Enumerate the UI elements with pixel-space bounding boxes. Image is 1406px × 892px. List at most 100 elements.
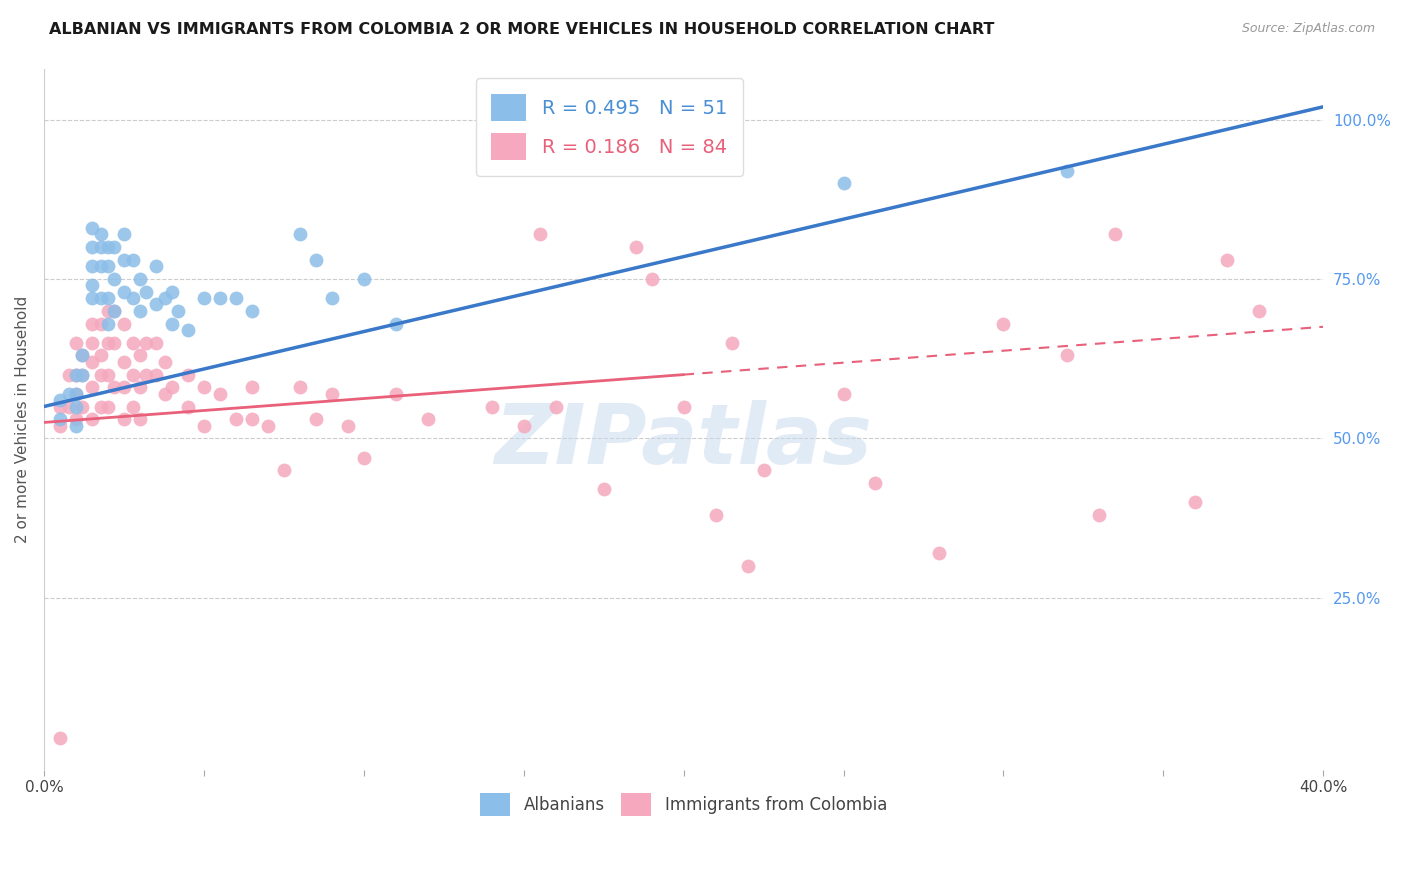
Point [80,412,103,426]
Point [177,323,200,337]
Point [240,380,263,394]
Point [544,400,567,414]
Point [1249,303,1271,318]
Point [288,227,311,242]
Point [155,355,177,369]
Point [112,227,135,242]
Point [1216,252,1239,267]
Point [90,317,112,331]
Point [112,252,135,267]
Point [1088,508,1111,522]
Point [49,400,72,414]
Point [65,368,87,382]
Point [193,380,215,394]
Point [112,317,135,331]
Point [160,317,183,331]
Point [97,291,120,305]
Point [592,483,614,497]
Point [128,380,150,394]
Point [321,386,343,401]
Point [65,386,87,401]
Point [103,303,125,318]
Text: Source: ZipAtlas.com: Source: ZipAtlas.com [1241,22,1375,36]
Point [97,240,120,254]
Point [1056,349,1078,363]
Y-axis label: 2 or more Vehicles in Household: 2 or more Vehicles in Household [15,295,30,543]
Point [122,400,145,414]
Point [145,297,167,311]
Point [256,418,278,433]
Point [58,400,80,414]
Point [49,393,72,408]
Point [90,291,112,305]
Text: ALBANIAN VS IMMIGRANTS FROM COLOMBIA 2 OR MORE VEHICLES IN HOUSEHOLD CORRELATION: ALBANIAN VS IMMIGRANTS FROM COLOMBIA 2 O… [49,22,994,37]
Point [672,400,695,414]
Point [193,291,215,305]
Point [58,386,80,401]
Point [112,412,135,426]
Point [65,368,87,382]
Point [288,380,311,394]
Point [80,240,103,254]
Point [752,463,775,477]
Point [90,227,112,242]
Point [1184,495,1206,509]
Text: ZIPatlas: ZIPatlas [495,400,873,481]
Point [145,368,167,382]
Point [832,177,855,191]
Point [155,291,177,305]
Point [90,259,112,273]
Point [640,272,662,286]
Point [80,221,103,235]
Point [720,335,742,350]
Point [103,380,125,394]
Point [336,418,359,433]
Point [321,291,343,305]
Point [65,335,87,350]
Point [208,291,231,305]
Point [58,368,80,382]
Point [305,252,328,267]
Point [240,303,263,318]
Point [122,368,145,382]
Point [97,317,120,331]
Point [135,335,157,350]
Point [225,291,247,305]
Point [160,285,183,299]
Point [225,412,247,426]
Point [529,227,551,242]
Point [80,335,103,350]
Point [128,349,150,363]
Point [416,412,439,426]
Point [353,450,375,465]
Point [49,418,72,433]
Point [97,303,120,318]
Point [993,317,1015,331]
Point [65,386,87,401]
Point [103,303,125,318]
Point [72,368,94,382]
Point [65,400,87,414]
Point [65,418,87,433]
Point [193,418,215,433]
Point [80,291,103,305]
Point [208,386,231,401]
Point [128,272,150,286]
Point [103,240,125,254]
Point [49,412,72,426]
Point [481,400,503,414]
Point [273,463,295,477]
Point [145,335,167,350]
Point [624,240,647,254]
Point [49,731,72,745]
Point [72,368,94,382]
Point [80,317,103,331]
Point [72,349,94,363]
Point [384,317,406,331]
Point [112,380,135,394]
Point [177,368,200,382]
Point [704,508,727,522]
Point [103,335,125,350]
Point [865,476,887,491]
Legend: Albanians, Immigrants from Colombia: Albanians, Immigrants from Colombia [472,785,896,825]
